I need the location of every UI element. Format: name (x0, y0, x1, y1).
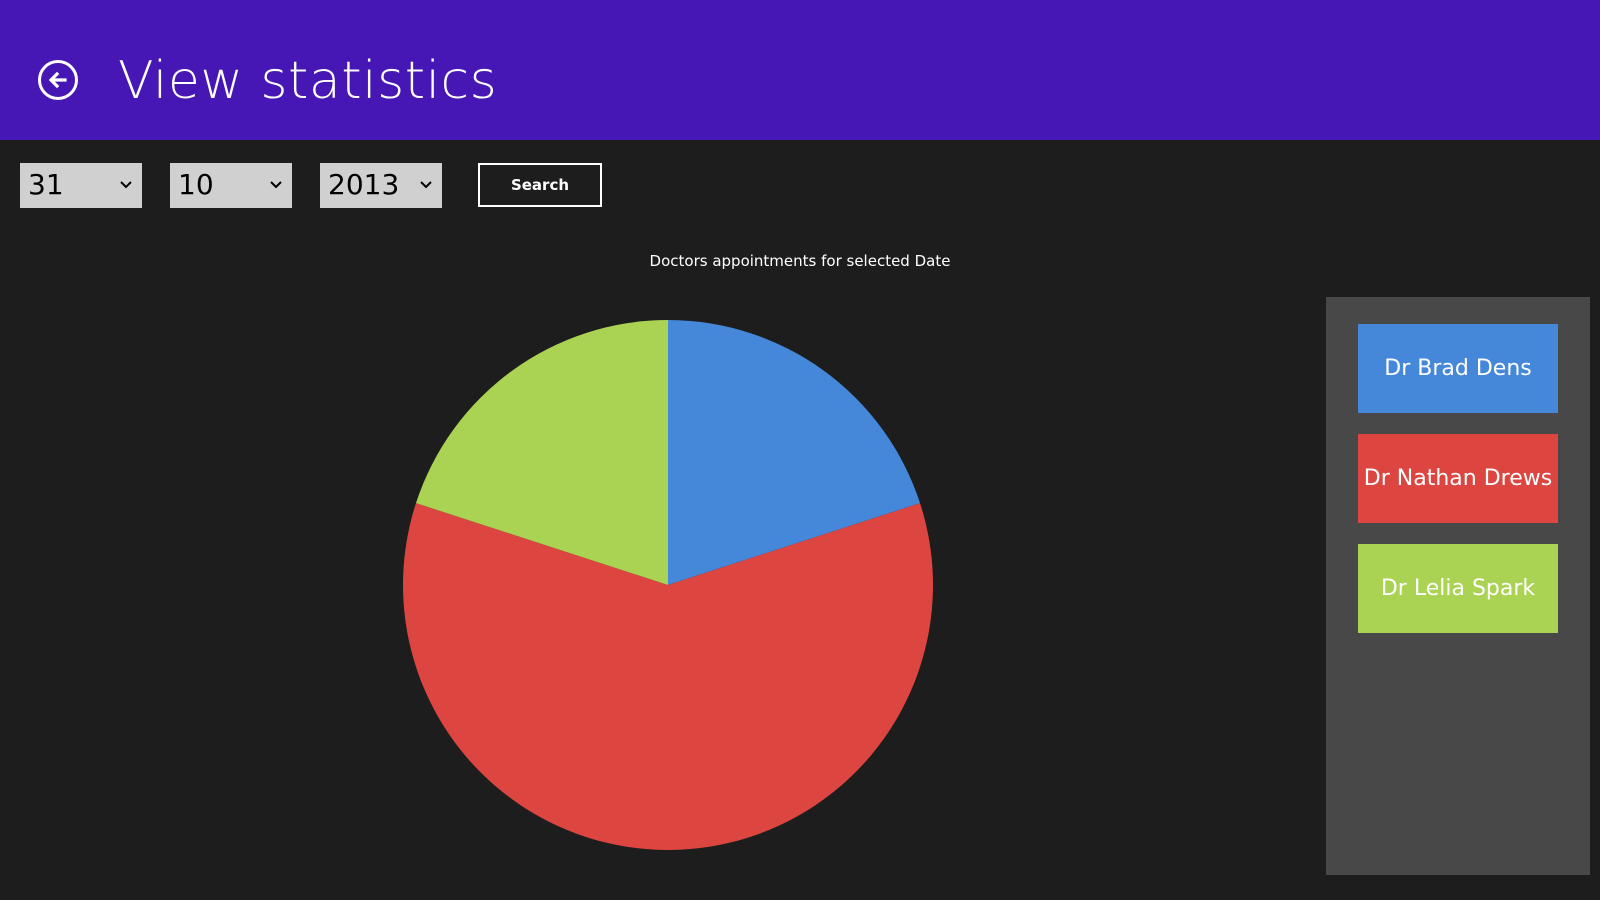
pie-chart (403, 320, 933, 850)
month-select-value: 10 (178, 168, 214, 201)
chevron-down-icon (120, 181, 132, 189)
search-button[interactable]: Search (478, 163, 602, 207)
app-header: View statistics (0, 0, 1600, 140)
legend-panel: Dr Brad Dens Dr Nathan Drews Dr Lelia Sp… (1326, 297, 1590, 875)
legend-item-brad-dens[interactable]: Dr Brad Dens (1358, 324, 1558, 413)
back-button[interactable] (38, 60, 78, 100)
pie-slice-dr-lelia-spark (415, 320, 668, 585)
month-select[interactable]: 10 (170, 163, 292, 208)
chevron-down-icon (270, 181, 282, 189)
chevron-down-icon (420, 181, 432, 189)
day-select[interactable]: 31 (20, 163, 142, 208)
legend-item-nathan-drews[interactable]: Dr Nathan Drews (1358, 434, 1558, 523)
day-select-value: 31 (28, 168, 64, 201)
chart-title: Doctors appointments for selected Date (649, 252, 951, 270)
pie-slice-dr-brad-dens (668, 320, 921, 585)
pie-slice-dr-nathan-drews (403, 503, 933, 850)
legend-item-lelia-spark[interactable]: Dr Lelia Spark (1358, 544, 1558, 633)
back-arrow-icon (48, 71, 67, 89)
year-select-value: 2013 (328, 168, 400, 201)
page-title: View statistics (118, 51, 498, 111)
year-select[interactable]: 2013 (320, 163, 442, 208)
